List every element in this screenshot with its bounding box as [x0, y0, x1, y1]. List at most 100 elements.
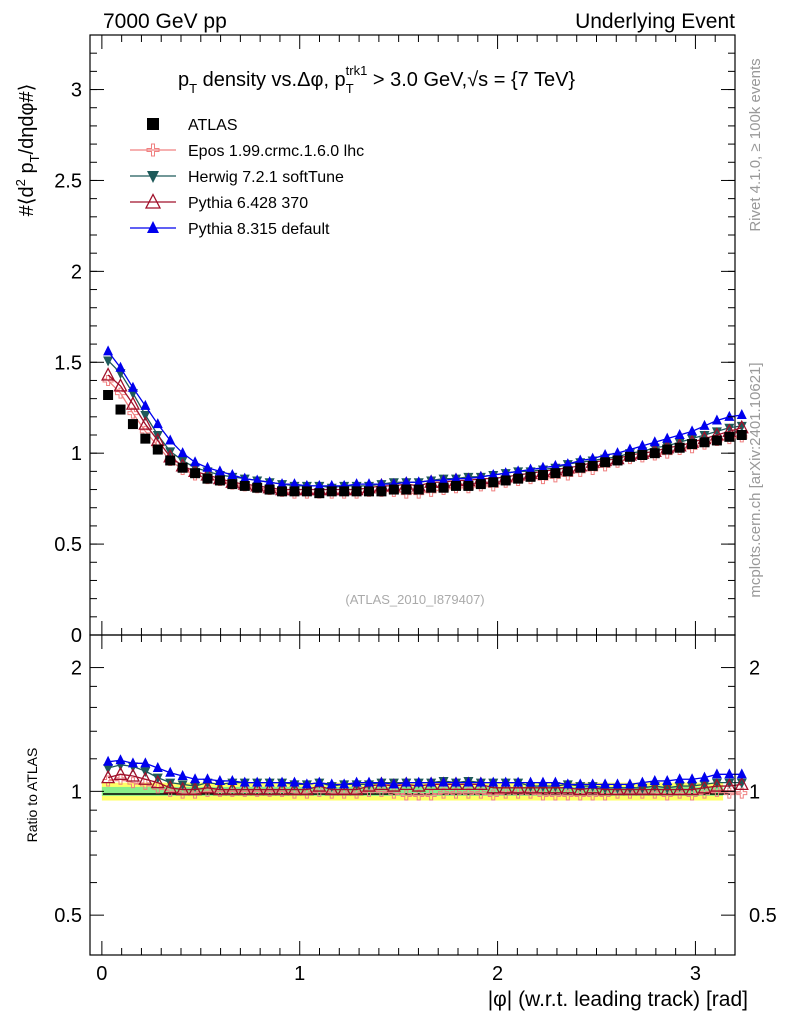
ratio-data-point: [699, 780, 710, 791]
data-point: [326, 486, 337, 497]
data-point: [674, 442, 685, 453]
data-point: [252, 474, 263, 485]
data-point: [600, 449, 611, 459]
ratio-data-point: [125, 768, 141, 782]
ratio-data-point: [239, 776, 250, 787]
ratio-data-point: [486, 779, 501, 794]
legend-item: Pythia 6.428 370: [130, 193, 308, 212]
main-plot-panel: 0 0.5 1 1.5 2 2.5 3 (ATLAS_2010_I879407) ATLAS…: [54, 34, 749, 647]
legend-marker: [147, 221, 159, 233]
data-point: [140, 399, 151, 410]
ratio-series-line: [108, 759, 742, 786]
data-point: [388, 484, 399, 495]
ratio-data-point: [138, 771, 153, 785]
ratio-data-point: [450, 787, 462, 799]
data-point: [413, 476, 424, 487]
x-tick-label: 3: [690, 963, 701, 985]
data-point: [687, 439, 698, 450]
legend-item: Herwig 7.2.1 softTune: [130, 169, 344, 186]
ratio-data-point: [575, 778, 586, 789]
ratio-data-point: [523, 779, 538, 794]
ratio-data-point: [624, 778, 635, 789]
data-point: [177, 447, 188, 458]
y-tick-label: 1: [71, 443, 82, 465]
ratio-data-point: [425, 789, 437, 801]
data-point: [314, 479, 325, 490]
data-point: [351, 478, 362, 489]
ratio-data-point: [513, 776, 524, 787]
ratio-y-tick-label: 0.5: [54, 905, 82, 927]
ratio-data-point: [140, 757, 151, 768]
x-tick-label: 1: [294, 963, 305, 985]
y-tick-label: 2: [71, 261, 82, 283]
ratio-data-point: [699, 771, 710, 782]
legend-marker: [147, 118, 159, 130]
data-point: [475, 470, 486, 481]
data-point: [401, 484, 412, 495]
ratio-data-point: [301, 778, 312, 789]
ratio-data-point: [324, 781, 339, 796]
ratio-series-line: [107, 778, 742, 796]
main-plot-frame: [89, 34, 736, 636]
ratio-data-point: [163, 779, 178, 794]
legend-label: Pythia 8.315 default: [188, 221, 330, 238]
data-point: [649, 436, 660, 447]
data-point: [637, 450, 648, 460]
data-point: [152, 431, 163, 441]
y-tick-label: 1.5: [54, 352, 82, 374]
data-point: [550, 468, 561, 479]
ratio-data-point: [635, 781, 650, 796]
legend-item: ATLAS: [147, 117, 238, 134]
side-label-bottom: mcplots.cern.ch [arXiv:2401.10621]: [747, 362, 764, 597]
ratio-data-point: [152, 773, 163, 784]
ratio-data-point: [500, 776, 511, 787]
ratio-data-point: [277, 776, 288, 787]
series-line: [107, 350, 742, 487]
data-point: [500, 475, 511, 486]
x-axis-label-text: |φ| (w.r.t. leading track) [rad]: [488, 988, 748, 1011]
data-point: [127, 419, 138, 430]
y-tick-label: 2.5: [54, 170, 82, 192]
data-point: [438, 474, 449, 485]
data-point: [252, 482, 263, 493]
y-tick-label: 3: [71, 80, 82, 102]
ratio-data-point: [190, 773, 201, 784]
legend-marker: [147, 171, 159, 183]
ratio-data-point: [697, 779, 712, 794]
data-point: [177, 456, 188, 467]
ratio-data-point: [511, 779, 526, 794]
data-point: [152, 418, 163, 429]
ratio-data-point: [475, 787, 487, 799]
ratio-data-point: [376, 776, 387, 787]
header-right: Underlying Event: [575, 10, 735, 33]
data-point: [699, 419, 710, 430]
data-point: [624, 451, 635, 462]
ratio-data-point: [450, 776, 461, 787]
data-point: [463, 480, 474, 491]
data-point: [264, 476, 275, 487]
data-point: [525, 463, 536, 474]
series-pythia-8-315-default: [103, 345, 747, 490]
ratio-data-point: [237, 781, 252, 796]
ratio-data-point: [388, 778, 399, 789]
data-point: [115, 387, 127, 399]
data-point: [662, 444, 673, 455]
data-point: [736, 409, 747, 419]
data-point: [513, 473, 524, 484]
data-point: [214, 465, 225, 476]
data-point: [165, 455, 176, 466]
data-point: [562, 466, 573, 477]
ratio-data-point: [115, 754, 126, 765]
data-point: [649, 448, 660, 459]
ratio-data-point: [709, 778, 724, 792]
data-point: [177, 462, 188, 473]
ratio-data-point: [225, 781, 240, 796]
y-tick-label: 0.5: [54, 534, 82, 556]
ratio-data-point: [573, 781, 588, 796]
ratio-data-point: [438, 776, 449, 787]
data-point: [587, 460, 598, 471]
ratio-data-point: [177, 780, 188, 791]
ratio-data-point: [326, 778, 337, 789]
ratio-plot-frame: [89, 634, 736, 956]
ratio-data-point: [400, 789, 412, 801]
